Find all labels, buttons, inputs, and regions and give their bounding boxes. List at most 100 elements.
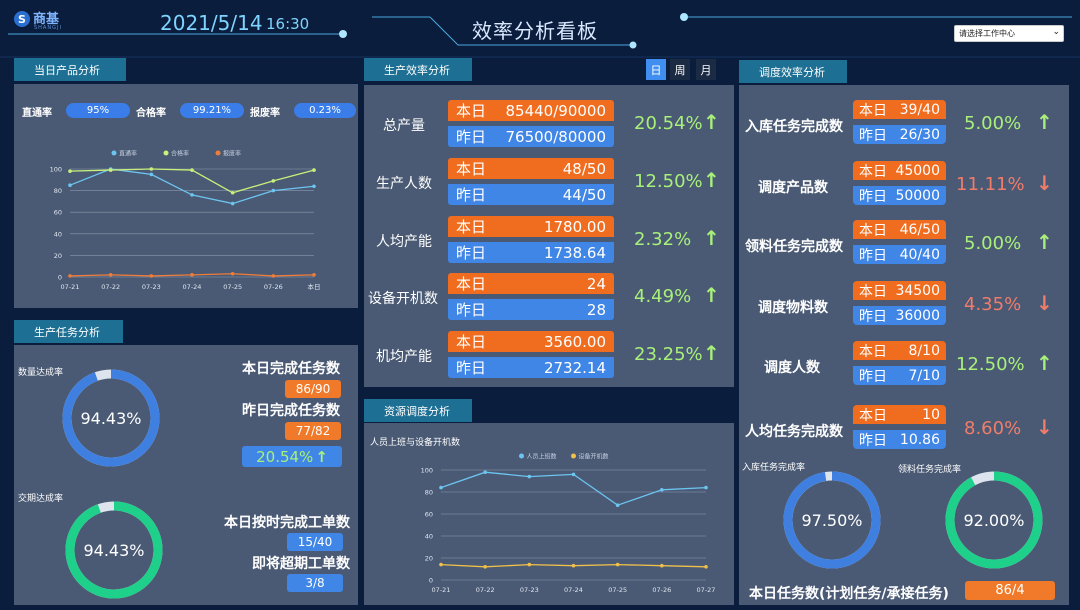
product-metric-value-1: 99.21% bbox=[180, 103, 244, 118]
dispatch-row-label: 领料任务完成数 bbox=[745, 239, 843, 255]
efficiency-today-bar: 本日 48/50 bbox=[448, 158, 614, 179]
dispatch-today-bar: 本日 8/10 bbox=[853, 341, 946, 360]
dispatch-change-pct: 11.11% bbox=[956, 174, 1025, 195]
work-center-select-value: 请选择工作中心 bbox=[959, 29, 1015, 38]
dispatch-today-value: 39/40 bbox=[899, 101, 940, 118]
arrow-up-icon: ↑ bbox=[1036, 110, 1053, 134]
dispatch-row-label: 调度产品数 bbox=[758, 180, 828, 196]
today-tag: 本日 bbox=[456, 160, 487, 178]
efficiency-row-label: 人均产能 bbox=[376, 234, 432, 250]
resource-panel-title: 资源调度分析 bbox=[364, 399, 472, 422]
today-tasks-value: 86/90 bbox=[285, 380, 341, 398]
efficiency-row-label: 生产人数 bbox=[376, 176, 432, 192]
header-time: 16:30 bbox=[266, 15, 310, 33]
data-point bbox=[149, 274, 154, 278]
data-point bbox=[149, 167, 154, 171]
arrow-up-icon: ↑ bbox=[1036, 230, 1053, 254]
efficiency-today-value: 3560.00 bbox=[543, 332, 606, 351]
efficiency-change-pct: 12.50% bbox=[634, 171, 703, 192]
data-point bbox=[704, 485, 708, 490]
arrow-up-icon: ↑ bbox=[703, 226, 720, 250]
efficiency-row-label: 机均产能 bbox=[376, 349, 432, 365]
dispatch-today-bar: 本日 10 bbox=[853, 405, 946, 424]
dispatch-yesterday-value: 50000 bbox=[895, 187, 940, 204]
task-rate-value: 20.54% bbox=[256, 447, 314, 466]
legend-label: 设备开机数 bbox=[579, 453, 609, 461]
data-point bbox=[615, 503, 620, 507]
data-point bbox=[571, 563, 576, 568]
dispatch-today-bar: 本日 45000 bbox=[853, 161, 946, 180]
legend-label: 人员上班数 bbox=[527, 453, 557, 461]
efficiency-yesterday-bar: 昨日 76500/80000 bbox=[448, 126, 614, 147]
y-tick-label: 20 bbox=[425, 555, 433, 563]
x-tick-label: 07-26 bbox=[652, 586, 671, 594]
dispatch-yesterday-bar: 昨日 7/10 bbox=[853, 366, 946, 385]
delivery-rate-label: 交期达成率 bbox=[18, 494, 64, 504]
dispatch-change-pct: 5.00% bbox=[964, 233, 1022, 254]
logo-subtext: SHANGJI bbox=[34, 25, 62, 31]
x-tick-label: 07-24 bbox=[183, 283, 202, 291]
x-tick-label: 07-22 bbox=[476, 586, 495, 594]
y-tick-label: 100 bbox=[50, 166, 62, 174]
resource-chart-subtitle: 人员上班与设备开机数 bbox=[370, 438, 461, 448]
yesterday-tasks-value: 77/82 bbox=[285, 422, 341, 440]
series-line bbox=[69, 168, 315, 205]
arrow-up-icon: ↑ bbox=[703, 283, 720, 307]
dispatch-row-label: 入库任务完成数 bbox=[745, 119, 843, 135]
work-center-select[interactable]: 请选择工作中心 ⌄ bbox=[954, 25, 1064, 42]
y-tick-label: 20 bbox=[54, 252, 62, 260]
total-tasks-value: 86/4 bbox=[965, 581, 1055, 600]
yesterday-tag: 昨日 bbox=[456, 128, 487, 146]
x-tick-label: 07-26 bbox=[264, 283, 283, 291]
inbound-rate-value: 97.50% bbox=[801, 511, 863, 530]
dispatch-yesterday-bar: 昨日 10.86 bbox=[853, 430, 946, 449]
legend-label: 直通率 bbox=[119, 150, 137, 158]
dispatch-row-label: 人均任务完成数 bbox=[745, 424, 843, 440]
product-metric-label-2: 报废率 bbox=[250, 108, 280, 119]
yesterday-tag: 昨日 bbox=[859, 247, 887, 264]
resource-line-chart: 人员上班数 设备开机数 0 20 40 60 80 100 07-21 07-22 07-23 07-… bbox=[421, 453, 716, 595]
tab-day[interactable]: 日 bbox=[646, 59, 666, 80]
legend-label: 合格率 bbox=[171, 150, 189, 158]
data-point bbox=[68, 169, 72, 173]
product-metric-label-0: 直通率 bbox=[22, 108, 52, 119]
dispatch-yesterday-value: 10.86 bbox=[899, 431, 940, 448]
data-point bbox=[108, 273, 113, 277]
tab-month[interactable]: 月 bbox=[696, 59, 716, 80]
arrow-up-icon: ↑ bbox=[703, 341, 720, 365]
data-point bbox=[312, 184, 316, 189]
data-point bbox=[190, 193, 194, 197]
efficiency-today-bar: 本日 3560.00 bbox=[448, 331, 614, 352]
data-point bbox=[108, 168, 113, 172]
today-tag: 本日 bbox=[456, 333, 487, 351]
header-date: 2021/5/14 bbox=[160, 11, 263, 35]
dispatch-yesterday-bar: 昨日 40/40 bbox=[853, 245, 946, 264]
arrow-up-icon: ↑ bbox=[315, 447, 328, 466]
total-tasks-label: 本日任务数(计划任务/承接任务) bbox=[749, 586, 949, 602]
efficiency-row-label: 总产量 bbox=[383, 118, 425, 134]
task-rate-badge: 20.54% ↑ bbox=[242, 446, 342, 467]
legend-marker bbox=[111, 150, 117, 156]
x-tick-label: 07-23 bbox=[142, 283, 161, 291]
data-point bbox=[660, 563, 664, 568]
x-tick-label: 07-25 bbox=[223, 283, 242, 291]
efficiency-today-bar: 本日 1780.00 bbox=[448, 216, 614, 237]
y-tick-label: 60 bbox=[425, 511, 433, 519]
dispatch-change-pct: 5.00% bbox=[964, 113, 1022, 134]
efficiency-yesterday-bar: 昨日 1738.64 bbox=[448, 242, 614, 263]
y-tick-label: 80 bbox=[425, 489, 433, 497]
today-tag: 本日 bbox=[859, 407, 887, 424]
data-point bbox=[660, 488, 664, 492]
arrow-up-icon: ↑ bbox=[703, 168, 720, 192]
arrow-down-icon: ↓ bbox=[1036, 171, 1053, 195]
dispatch-row-label: 调度物料数 bbox=[758, 300, 828, 316]
data-point bbox=[68, 274, 72, 278]
picking-rate-value: 92.00% bbox=[963, 511, 1025, 530]
efficiency-yesterday-value: 28 bbox=[586, 300, 606, 319]
efficiency-panel-title: 生产效率分析 bbox=[364, 58, 472, 81]
tab-week[interactable]: 周 bbox=[670, 59, 690, 80]
x-tick-label: 本日 bbox=[308, 282, 321, 291]
today-tag: 本日 bbox=[456, 218, 487, 236]
delivery-rate-ring bbox=[65, 501, 163, 599]
efficiency-yesterday-value: 76500/80000 bbox=[505, 127, 607, 146]
